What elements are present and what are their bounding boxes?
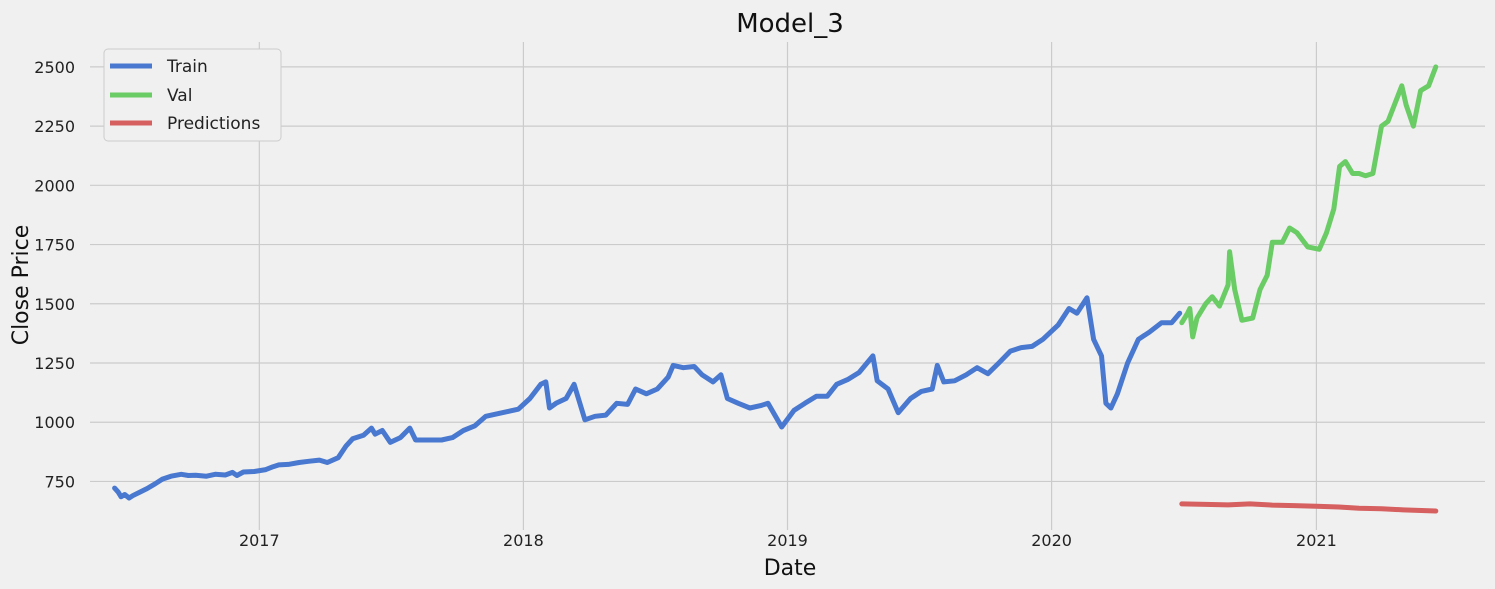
legend: Train Val Predictions [103,48,282,142]
x-tick-label: 2018 [503,531,544,550]
x-axis-label: Date [764,556,817,581]
chart-title: Model_3 [736,9,844,39]
y-tick-label: 1000 [34,413,75,432]
legend-label-train: Train [166,57,208,77]
x-tick-label: 2020 [1031,531,1072,550]
y-tick-label: 1750 [34,236,75,255]
y-tick-label: 1250 [34,354,75,373]
y-tick-label: 2250 [34,117,75,136]
y-tick-label: 1500 [34,295,75,314]
legend-label-val: Val [167,86,192,106]
legend-label-predictions: Predictions [167,114,260,134]
series-line-predictions [1179,501,1439,514]
y-tick-label: 750 [44,472,75,491]
legend-frame [103,48,282,142]
series-line-val [1179,64,1439,340]
series-line-train [112,295,1183,501]
x-tick-label: 2019 [767,531,808,550]
x-tick-label: 2021 [1296,531,1337,550]
ticks-layer: 750 1000 1250 1500 1750 2000 2250 2500 2017 2018 2… [34,58,1336,550]
x-tick-label: 2017 [239,531,280,550]
y-tick-label: 2000 [34,176,75,195]
series-layer [112,64,1439,514]
y-axis-label: Close Price [9,225,34,346]
y-tick-label: 2500 [34,58,75,77]
